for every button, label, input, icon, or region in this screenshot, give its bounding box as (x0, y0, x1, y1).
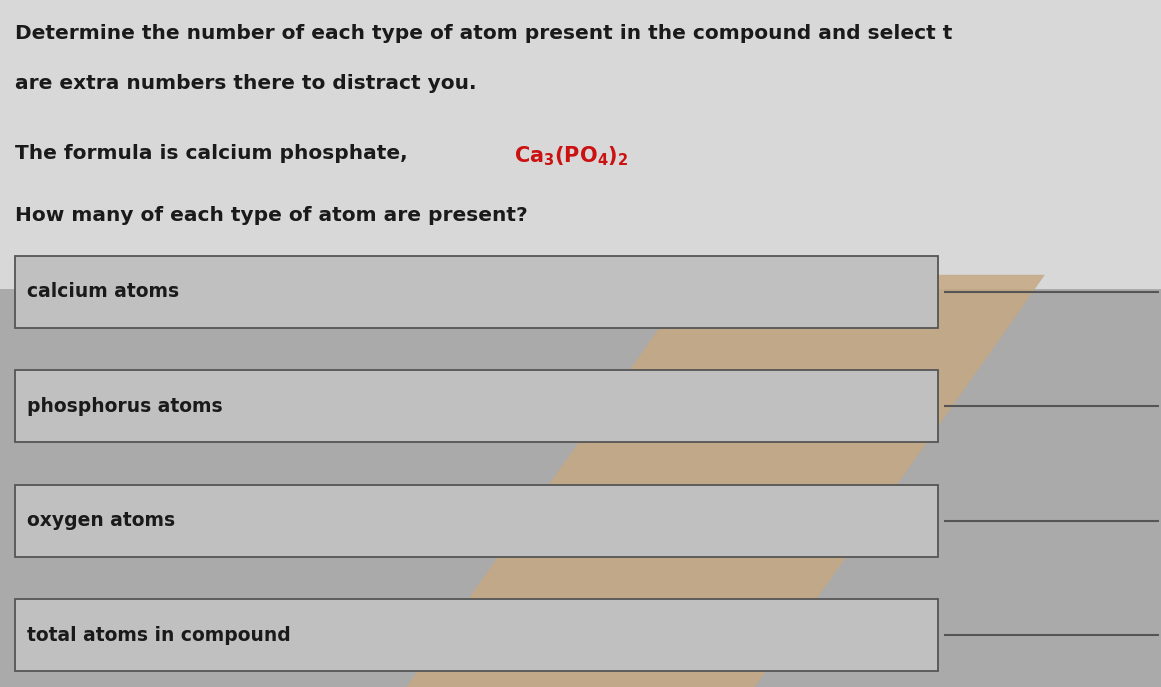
Text: How many of each type of atom are present?: How many of each type of atom are presen… (15, 206, 528, 225)
FancyBboxPatch shape (15, 256, 938, 328)
Text: are extra numbers there to distract you.: are extra numbers there to distract you. (15, 74, 477, 93)
Text: calcium atoms: calcium atoms (27, 282, 179, 301)
FancyBboxPatch shape (0, 0, 1161, 289)
Text: total atoms in compound: total atoms in compound (27, 626, 290, 644)
Text: The formula is calcium phosphate,: The formula is calcium phosphate, (15, 144, 414, 164)
Text: Determine the number of each type of atom present in the compound and select t: Determine the number of each type of ato… (15, 24, 952, 43)
Polygon shape (406, 275, 1045, 687)
FancyBboxPatch shape (15, 370, 938, 442)
Text: oxygen atoms: oxygen atoms (27, 511, 175, 530)
Text: phosphorus atoms: phosphorus atoms (27, 396, 222, 416)
FancyBboxPatch shape (15, 599, 938, 671)
Text: $\mathbf{Ca_3(PO_4)_2}$: $\mathbf{Ca_3(PO_4)_2}$ (514, 144, 629, 168)
FancyBboxPatch shape (15, 484, 938, 556)
